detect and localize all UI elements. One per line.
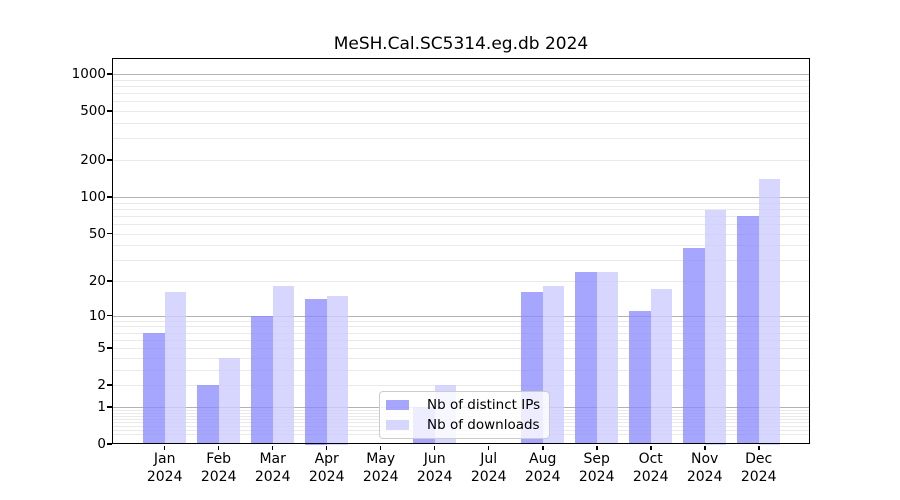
y-tick-label-200: 200 (80, 152, 106, 168)
legend-label-distinct-ips: Nb of distinct IPs (427, 397, 541, 413)
gridline-minor-30 (112, 260, 810, 262)
bar-distinct-ips-jan (143, 332, 165, 445)
bar-downloads-feb (218, 357, 241, 445)
bar-downloads-mar (272, 286, 295, 445)
gridline-minor-300 (112, 138, 810, 140)
gridline-minor-600 (112, 101, 810, 103)
x-tick-jan (163, 445, 166, 450)
x-tick-apr (325, 445, 328, 450)
x-tick-label-oct: Oct 2024 (632, 451, 669, 485)
gridline-minor-200 (112, 160, 810, 161)
gridline-minor-9 (112, 320, 810, 322)
y-tick-label-50: 50 (88, 225, 106, 242)
y-tick-label-0: 0 (97, 436, 106, 452)
bar-distinct-ips-apr (305, 299, 327, 445)
legend-item-downloads: Nb of downloads (386, 417, 540, 433)
y-tick-label-2: 2 (97, 377, 106, 394)
gridline-minor-4 (112, 357, 810, 359)
y-tick-20 (107, 280, 112, 282)
y-tick-1 (107, 406, 112, 408)
gridline-minor-40 (112, 245, 810, 247)
x-tick-aug (542, 445, 544, 450)
x-tick-oct (650, 445, 652, 450)
gridline-minor-500 (112, 111, 810, 113)
gridline-minor-3 (112, 369, 810, 371)
bar-downloads-jan (164, 292, 187, 445)
x-tick-label-jun: Jun 2024 (416, 451, 453, 485)
y-tick-label-20: 20 (88, 273, 106, 289)
x-tick-label-mar: Mar 2024 (254, 451, 291, 485)
gridline-minor-50 (112, 233, 810, 235)
y-tick-5 (107, 347, 112, 349)
gridline-minor-90 (112, 202, 810, 204)
gridline-minor-70 (112, 215, 810, 217)
x-tick-jul (487, 445, 490, 450)
x-tick-label-may: May 2024 (362, 451, 399, 485)
bar-distinct-ips-sep (575, 271, 597, 445)
x-tick-label-apr: Apr 2024 (308, 451, 345, 485)
bar-distinct-ips-mar (251, 315, 273, 445)
bar-downloads-sep (596, 271, 619, 445)
gridline-minor-2 (112, 385, 810, 387)
gridline-minor-800 (112, 86, 810, 87)
bar-downloads-dec (758, 179, 781, 445)
y-tick-label-100: 100 (80, 188, 106, 205)
x-tick-nov (704, 445, 706, 450)
x-tick-mar (271, 445, 274, 450)
y-tick-200 (107, 159, 112, 161)
x-tick-feb (217, 445, 220, 450)
bar-distinct-ips-feb (197, 385, 219, 445)
gridline-minor-900 (112, 79, 810, 81)
y-tick-0 (107, 443, 112, 445)
legend-label-downloads: Nb of downloads (427, 417, 540, 433)
y-tick-label-5: 5 (97, 340, 106, 357)
x-tick-label-aug: Aug 2024 (524, 451, 561, 485)
y-tick-label-10: 10 (88, 307, 106, 324)
x-tick-label-dec: Dec 2024 (740, 451, 777, 485)
y-tick-2 (107, 384, 112, 386)
gridline-minor-5 (112, 348, 810, 350)
y-tick-100 (107, 196, 112, 198)
bar-downloads-apr (326, 295, 349, 445)
x-tick-may (379, 445, 382, 450)
x-tick-label-feb: Feb 2024 (200, 451, 237, 485)
x-tick-label-sep: Sep 2024 (578, 451, 615, 485)
gridline-minor-20 (112, 281, 810, 282)
y-tick-1000 (107, 73, 112, 75)
gridline-minor-6 (112, 339, 810, 341)
gridline-major-10 (112, 315, 810, 317)
y-tick-50 (107, 232, 112, 235)
legend-swatch-downloads (386, 420, 409, 430)
y-tick-500 (107, 110, 112, 112)
gridline-minor-60 (112, 223, 810, 225)
gridline-minor-7 (112, 332, 810, 334)
x-tick-label-jan: Jan 2024 (146, 451, 183, 485)
gridline-major-1000 (112, 74, 810, 75)
y-tick-label-1: 1 (97, 398, 106, 415)
legend-item-distinct-ips: Nb of distinct IPs (386, 397, 540, 413)
legend: Nb of distinct IPs Nb of downloads (379, 391, 551, 439)
x-tick-dec (758, 445, 760, 450)
bar-downloads-oct (650, 289, 673, 445)
gridline-minor-400 (112, 123, 810, 124)
x-tick-jun (433, 445, 436, 450)
bar-distinct-ips-nov (683, 247, 705, 445)
x-tick-label-jul: Jul 2024 (470, 451, 507, 485)
bar-distinct-ips-dec (737, 215, 759, 445)
gridline-minor-8 (112, 326, 810, 328)
y-tick-label-500: 500 (80, 103, 106, 120)
bar-distinct-ips-oct (629, 310, 651, 445)
legend-swatch-distinct-ips (386, 400, 409, 410)
bar-downloads-nov (704, 210, 727, 445)
gridline-major-100 (112, 196, 810, 198)
x-tick-sep (596, 445, 598, 450)
gridline-minor-700 (112, 93, 810, 95)
gridline-minor-80 (112, 208, 810, 210)
y-tick-10 (107, 314, 112, 317)
chart-title: MeSH.Cal.SC5314.eg.db 2024 (333, 34, 589, 54)
x-tick-label-nov: Nov 2024 (686, 451, 723, 485)
y-tick-label-1000: 1000 (71, 66, 106, 82)
